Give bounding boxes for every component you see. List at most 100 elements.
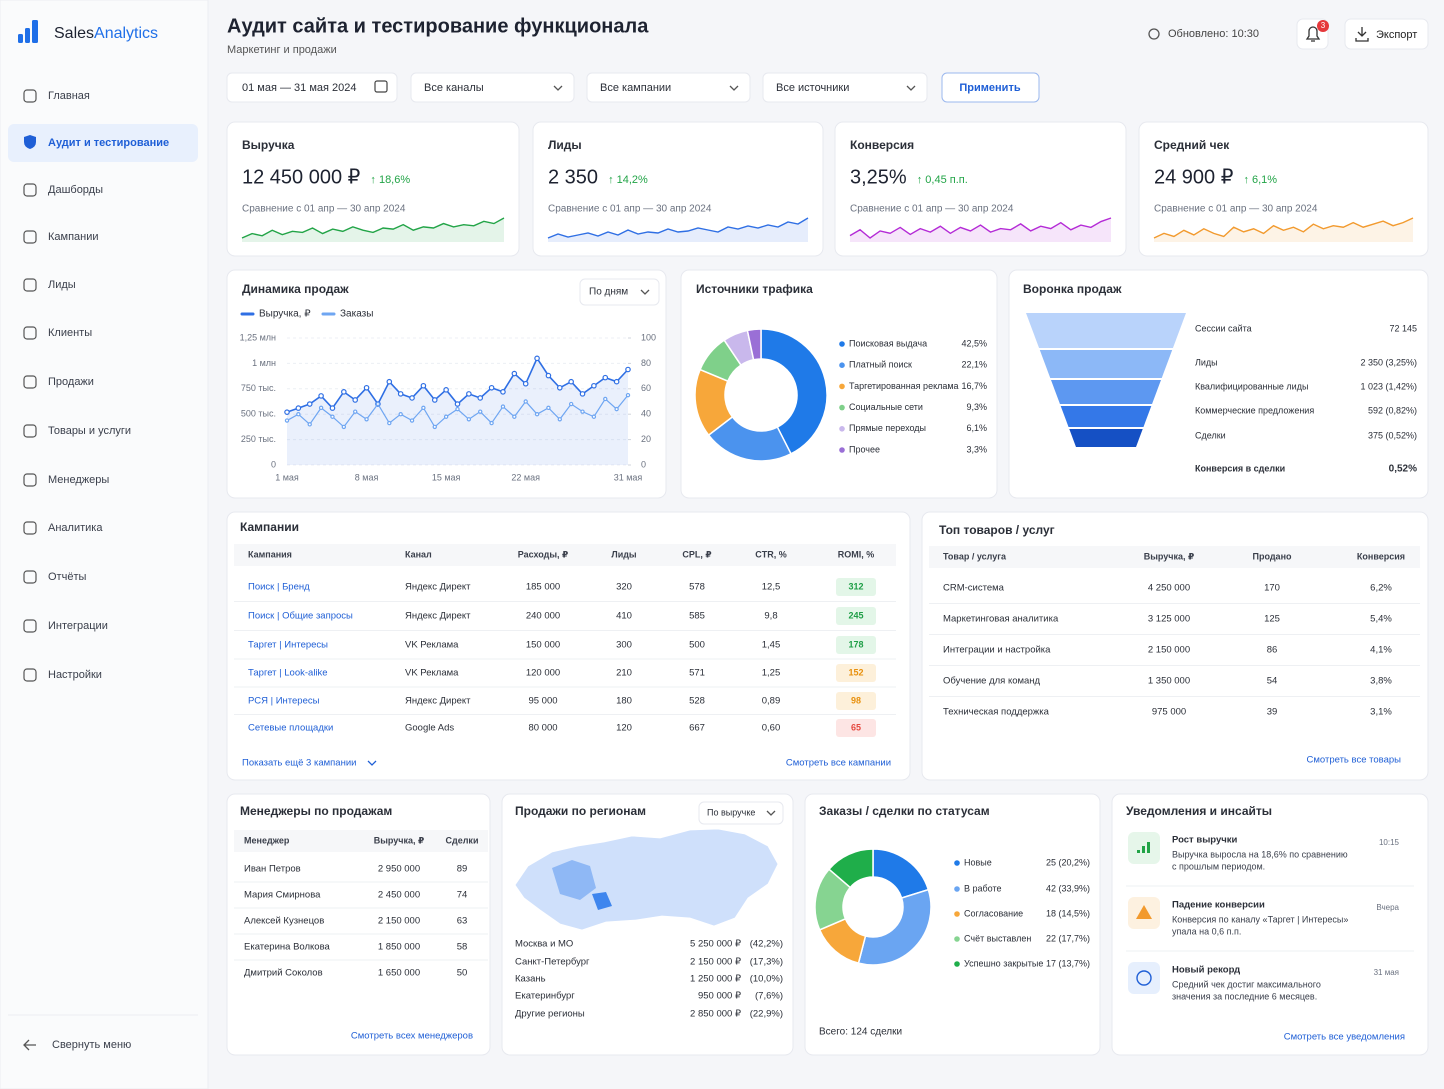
logo-bar bbox=[25, 28, 30, 43]
y-tick-label: 500 тыс. bbox=[241, 409, 276, 419]
column-header: Менеджер bbox=[244, 835, 290, 845]
cell[interactable]: Поиск | Бренд bbox=[248, 582, 310, 593]
date-range: 01 мая — 31 мая 2024 bbox=[242, 82, 357, 94]
nav-item[interactable]: Интеграции bbox=[48, 620, 108, 632]
chevron bbox=[367, 760, 377, 766]
cell: Интеграции и настройка bbox=[943, 645, 1051, 656]
kpi-delta: ↑ 6,1% bbox=[1243, 174, 1277, 186]
cell[interactable]: Сетевые площадки bbox=[248, 723, 333, 734]
nav-item[interactable]: Аналитика bbox=[48, 522, 103, 534]
brand-part: Sales bbox=[54, 25, 94, 42]
chart-title: Динамика продаж bbox=[242, 282, 349, 296]
nav-item[interactable]: Отчёты bbox=[48, 571, 86, 583]
select-label: Все кампании bbox=[600, 82, 671, 94]
legend-label: Заказы bbox=[340, 309, 373, 320]
show-more[interactable]: Показать ещё 3 кампании bbox=[242, 758, 356, 769]
legend-label: Социальные сети bbox=[849, 402, 923, 412]
icon-bar bbox=[1142, 846, 1145, 853]
column-header: Расходы, ₽ bbox=[518, 549, 569, 559]
donut-segment bbox=[857, 888, 932, 966]
apply-button[interactable] bbox=[941, 72, 1040, 103]
line-point bbox=[454, 401, 461, 407]
funnel-band bbox=[1051, 380, 1161, 404]
line-point bbox=[579, 391, 586, 397]
nav-item[interactable]: Менеджеры bbox=[48, 474, 109, 486]
nav-item[interactable]: Товары и услуги bbox=[48, 425, 131, 437]
sort-select[interactable] bbox=[698, 801, 784, 825]
nav-item[interactable]: Аудит и тестирование bbox=[48, 137, 169, 149]
period-select[interactable] bbox=[579, 278, 660, 306]
cell: 1,45 bbox=[762, 640, 781, 651]
legend-label: Согласование bbox=[964, 908, 1023, 918]
select[interactable] bbox=[410, 72, 575, 103]
funnel-total-label: Конверсия в сделки bbox=[1195, 463, 1285, 473]
cell: CRM-система bbox=[943, 583, 1005, 594]
table-header bbox=[234, 544, 896, 566]
chevron bbox=[640, 289, 650, 295]
table-header bbox=[234, 830, 488, 852]
cell[interactable]: Таргет | Интересы bbox=[248, 640, 328, 651]
x-tick-label: 31 мая bbox=[614, 472, 643, 482]
notification-text: упала на 0,6 п.п. bbox=[1172, 926, 1241, 936]
cell: 5,4% bbox=[1370, 614, 1392, 625]
view-all[interactable]: Смотреть все товары bbox=[1307, 755, 1402, 766]
view-all[interactable]: Смотреть все уведомления bbox=[1284, 1032, 1405, 1043]
sparkline-area bbox=[548, 218, 808, 242]
info-icon bbox=[1136, 970, 1152, 986]
line-point bbox=[500, 404, 506, 409]
y-tick-label: 1 млн bbox=[252, 358, 276, 368]
cell: 1,25 bbox=[762, 668, 781, 679]
cell: 4,1% bbox=[1370, 645, 1392, 656]
select[interactable] bbox=[586, 72, 751, 103]
cell: 89 bbox=[457, 864, 468, 875]
funnel-label: Лиды bbox=[1195, 357, 1218, 367]
nav-item[interactable]: Клиенты bbox=[48, 327, 92, 339]
romi-value: 312 bbox=[848, 581, 863, 591]
line-point bbox=[307, 422, 312, 427]
cell: 300 bbox=[616, 640, 632, 651]
collapse-icon bbox=[23, 1039, 36, 1051]
legend-value: 3,3% bbox=[966, 444, 987, 454]
line-point bbox=[421, 405, 426, 411]
nav-icon bbox=[23, 521, 37, 535]
nav-item[interactable]: Главная bbox=[48, 90, 90, 102]
view-all[interactable]: Смотреть всех менеджеров bbox=[351, 1031, 473, 1042]
notification-text: значения за последние 6 месяцев. bbox=[1172, 991, 1317, 1001]
card bbox=[226, 793, 491, 1056]
legend-value: 9,3% bbox=[966, 402, 987, 412]
nav-item[interactable]: Лиды bbox=[48, 279, 76, 291]
table-title: Топ товаров / услуг bbox=[939, 523, 1055, 537]
nav-item[interactable]: Дашборды bbox=[48, 184, 103, 196]
line-point bbox=[284, 409, 290, 415]
cell: 1 850 000 bbox=[378, 942, 420, 953]
notification-icon bbox=[1128, 962, 1160, 994]
cell: 410 bbox=[616, 611, 632, 622]
nav-active bbox=[8, 124, 198, 162]
romi-badge bbox=[836, 664, 876, 682]
cell[interactable]: РСЯ | Интересы bbox=[248, 696, 320, 707]
cell[interactable]: Таргет | Look-alike bbox=[248, 668, 328, 679]
select[interactable] bbox=[762, 72, 928, 103]
notification-time: Вчера bbox=[1376, 903, 1399, 912]
chart-title: Источники трафика bbox=[696, 282, 813, 296]
collapse-menu[interactable]: Свернуть меню bbox=[52, 1039, 131, 1051]
cell: 120 bbox=[616, 723, 632, 734]
kpi-delta: ↑ 0,45 п.п. bbox=[917, 174, 968, 186]
donut-segment bbox=[827, 848, 874, 889]
legend-value: 16,7% bbox=[961, 381, 987, 391]
kpi-value: 3,25% bbox=[850, 166, 907, 188]
date-filter[interactable] bbox=[226, 72, 398, 103]
nav-item[interactable]: Кампании bbox=[48, 231, 99, 243]
line-point bbox=[330, 414, 335, 419]
nav-item[interactable]: Продажи bbox=[48, 376, 94, 388]
cell: 39 bbox=[1267, 707, 1278, 718]
nav-icon bbox=[23, 570, 37, 584]
cell: 95 000 bbox=[528, 696, 557, 707]
cell[interactable]: Поиск | Общие запросы bbox=[248, 611, 353, 622]
y-tick-label: 250 тыс. bbox=[241, 434, 276, 444]
view-all[interactable]: Смотреть все кампании bbox=[786, 758, 891, 769]
romi-value: 152 bbox=[848, 667, 863, 677]
cell: 185 000 bbox=[526, 582, 560, 593]
nav-item[interactable]: Настройки bbox=[48, 669, 102, 681]
